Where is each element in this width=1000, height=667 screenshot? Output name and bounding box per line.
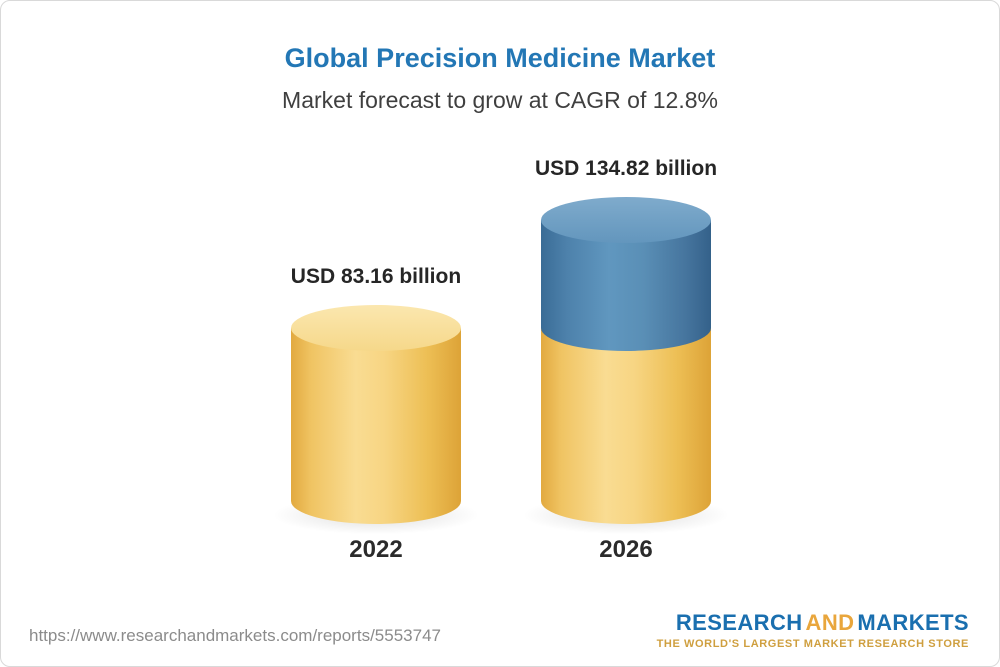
brand-logo: RESEARCH AND MARKETS THE WORLD'S LARGEST M… [656, 609, 969, 650]
brand-word-research: RESEARCH [675, 609, 803, 635]
axis-category-label-2026: 2026 [599, 536, 653, 563]
chart-subtitle: Market forecast to grow at CAGR of 12.8% [282, 87, 718, 113]
bar-cylinder-top-2026 [541, 197, 711, 243]
bar-segment-base-2022 [291, 327, 461, 524]
source-url: https://www.researchandmarkets.com/repor… [29, 626, 441, 645]
brand-word-and: AND [805, 609, 855, 635]
chart-title: Global Precision Medicine Market [284, 43, 716, 73]
bar-cylinder-2026 [541, 197, 711, 524]
axis-category-label-2022: 2022 [349, 536, 403, 563]
brand-logo-wordmark: RESEARCH AND MARKETS [657, 609, 969, 635]
brand-word-markets: MARKETS [857, 609, 969, 635]
bar-value-label-2026: USD 134.82 billion [534, 157, 718, 180]
bar-value-label-2022: USD 83.16 billion [290, 264, 462, 288]
bar-segment-base-2026 [541, 327, 711, 524]
brand-tagline: THE WORLD'S LARGEST MARKET RESEARCH STOR… [656, 637, 969, 650]
bar-cylinder-2022 [291, 304, 461, 524]
bar-cylinder-top-2022 [291, 304, 461, 351]
